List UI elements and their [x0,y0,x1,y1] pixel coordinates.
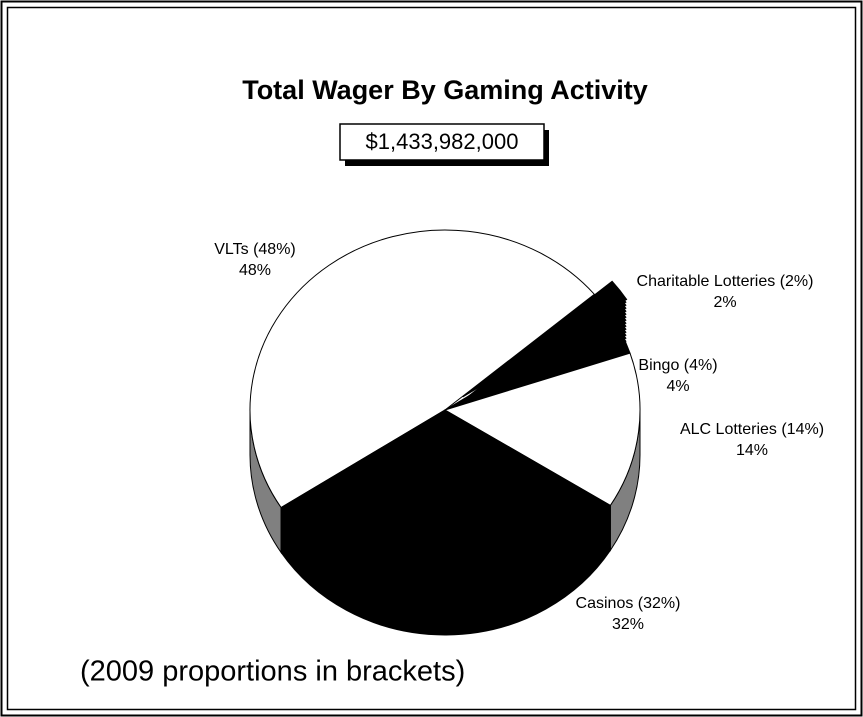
slice [462,280,628,398]
slice [280,409,612,591]
slice [443,352,641,507]
slice-label: Charitable Lotteries (2%) [637,273,814,290]
slice-value-label: 48% [239,262,271,279]
slice-label: VLTs (48%) [214,241,296,258]
chart-subtitle: $1,433,982,000 [366,129,519,154]
pie [249,229,641,636]
slice-value-label: 4% [666,378,689,395]
slice-value-label: 32% [612,616,644,633]
slice-label: Casinos (32%) [576,595,681,612]
annotation: (2009 proportions in brackets) [80,656,465,688]
chart-title: Total Wager By Gaming Activity [242,75,648,105]
frame-inner [6,6,857,711]
slice-value-label: 2% [713,294,736,311]
subtitle-box [339,123,545,161]
slice-label: ALC Lotteries (14%) [680,421,824,438]
slice-label: Bingo (4%) [638,357,717,374]
slice-value-label: 14% [736,442,768,459]
slice [249,229,596,509]
